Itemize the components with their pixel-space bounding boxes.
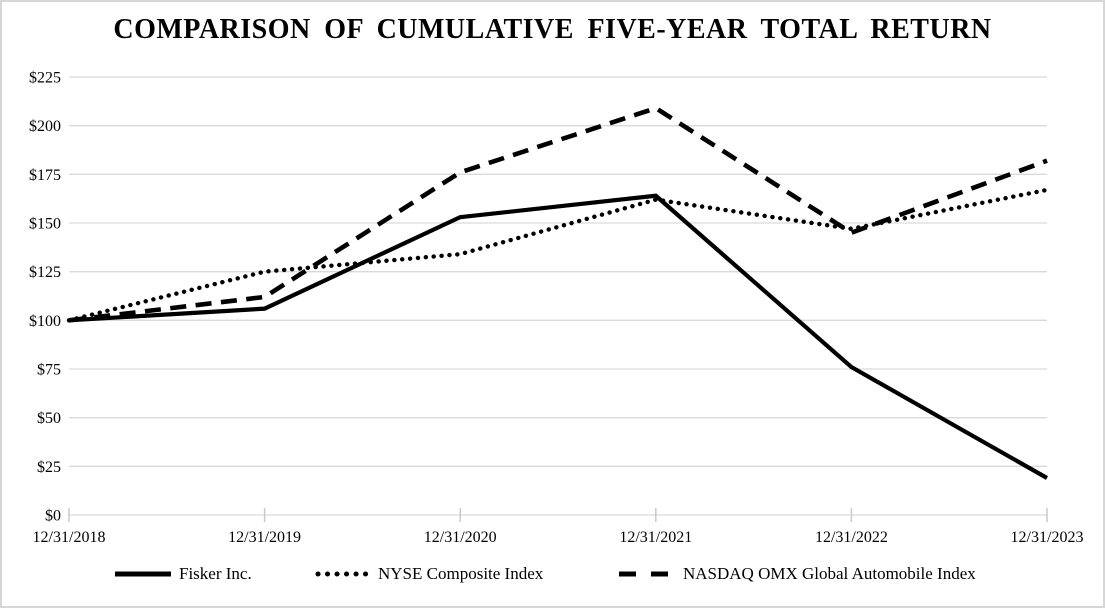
legend-item-fisker: Fisker Inc. [114,561,252,587]
y-axis-tick-label: $200 [29,118,61,135]
x-axis-tick-label: 12/31/2020 [424,529,497,546]
chart-title: COMPARISON OF CUMULATIVE FIVE-YEAR TOTAL… [113,14,992,45]
dashed-line-swatch-icon [619,571,675,577]
chart-legend: Fisker Inc. NYSE Composite Index NASDAQ … [2,561,1103,587]
x-axis-tick-label: 12/31/2023 [1011,529,1084,546]
x-axis-tick-label: 12/31/2019 [228,529,301,546]
y-axis-tick-label: $0 [45,508,61,525]
y-axis-tick-label: $125 [29,264,61,281]
series-line-dashed [68,105,1048,323]
dotted-line-swatch-icon [315,571,371,577]
legend-label-nasdaq: NASDAQ OMX Global Automobile Index [683,564,976,583]
legend-label-fisker: Fisker Inc. [179,564,252,583]
x-axis-tick-label: 12/31/2022 [815,529,888,546]
series-line-solid [68,193,1049,480]
y-axis-tick-label: $75 [37,362,61,379]
y-axis-tick-label: $50 [37,410,61,427]
y-axis-tick-label: $100 [29,313,61,330]
legend-label-nyse: NYSE Composite Index [378,564,544,583]
legend-item-nasdaq: NASDAQ OMX Global Automobile Index [618,561,976,587]
solid-line-swatch-icon [115,571,171,577]
y-axis-tick-label: $150 [29,216,61,233]
series-line-dotted [66,187,1050,323]
x-axis-tick-label: 12/31/2021 [619,529,692,546]
y-axis-tick-label: $175 [29,167,61,184]
y-axis-tick-label: $225 [29,70,61,87]
x-axis-tick-label: 12/31/2018 [33,529,106,546]
y-axis-tick-label: $25 [37,459,61,476]
legend-item-nyse: NYSE Composite Index [313,561,543,587]
